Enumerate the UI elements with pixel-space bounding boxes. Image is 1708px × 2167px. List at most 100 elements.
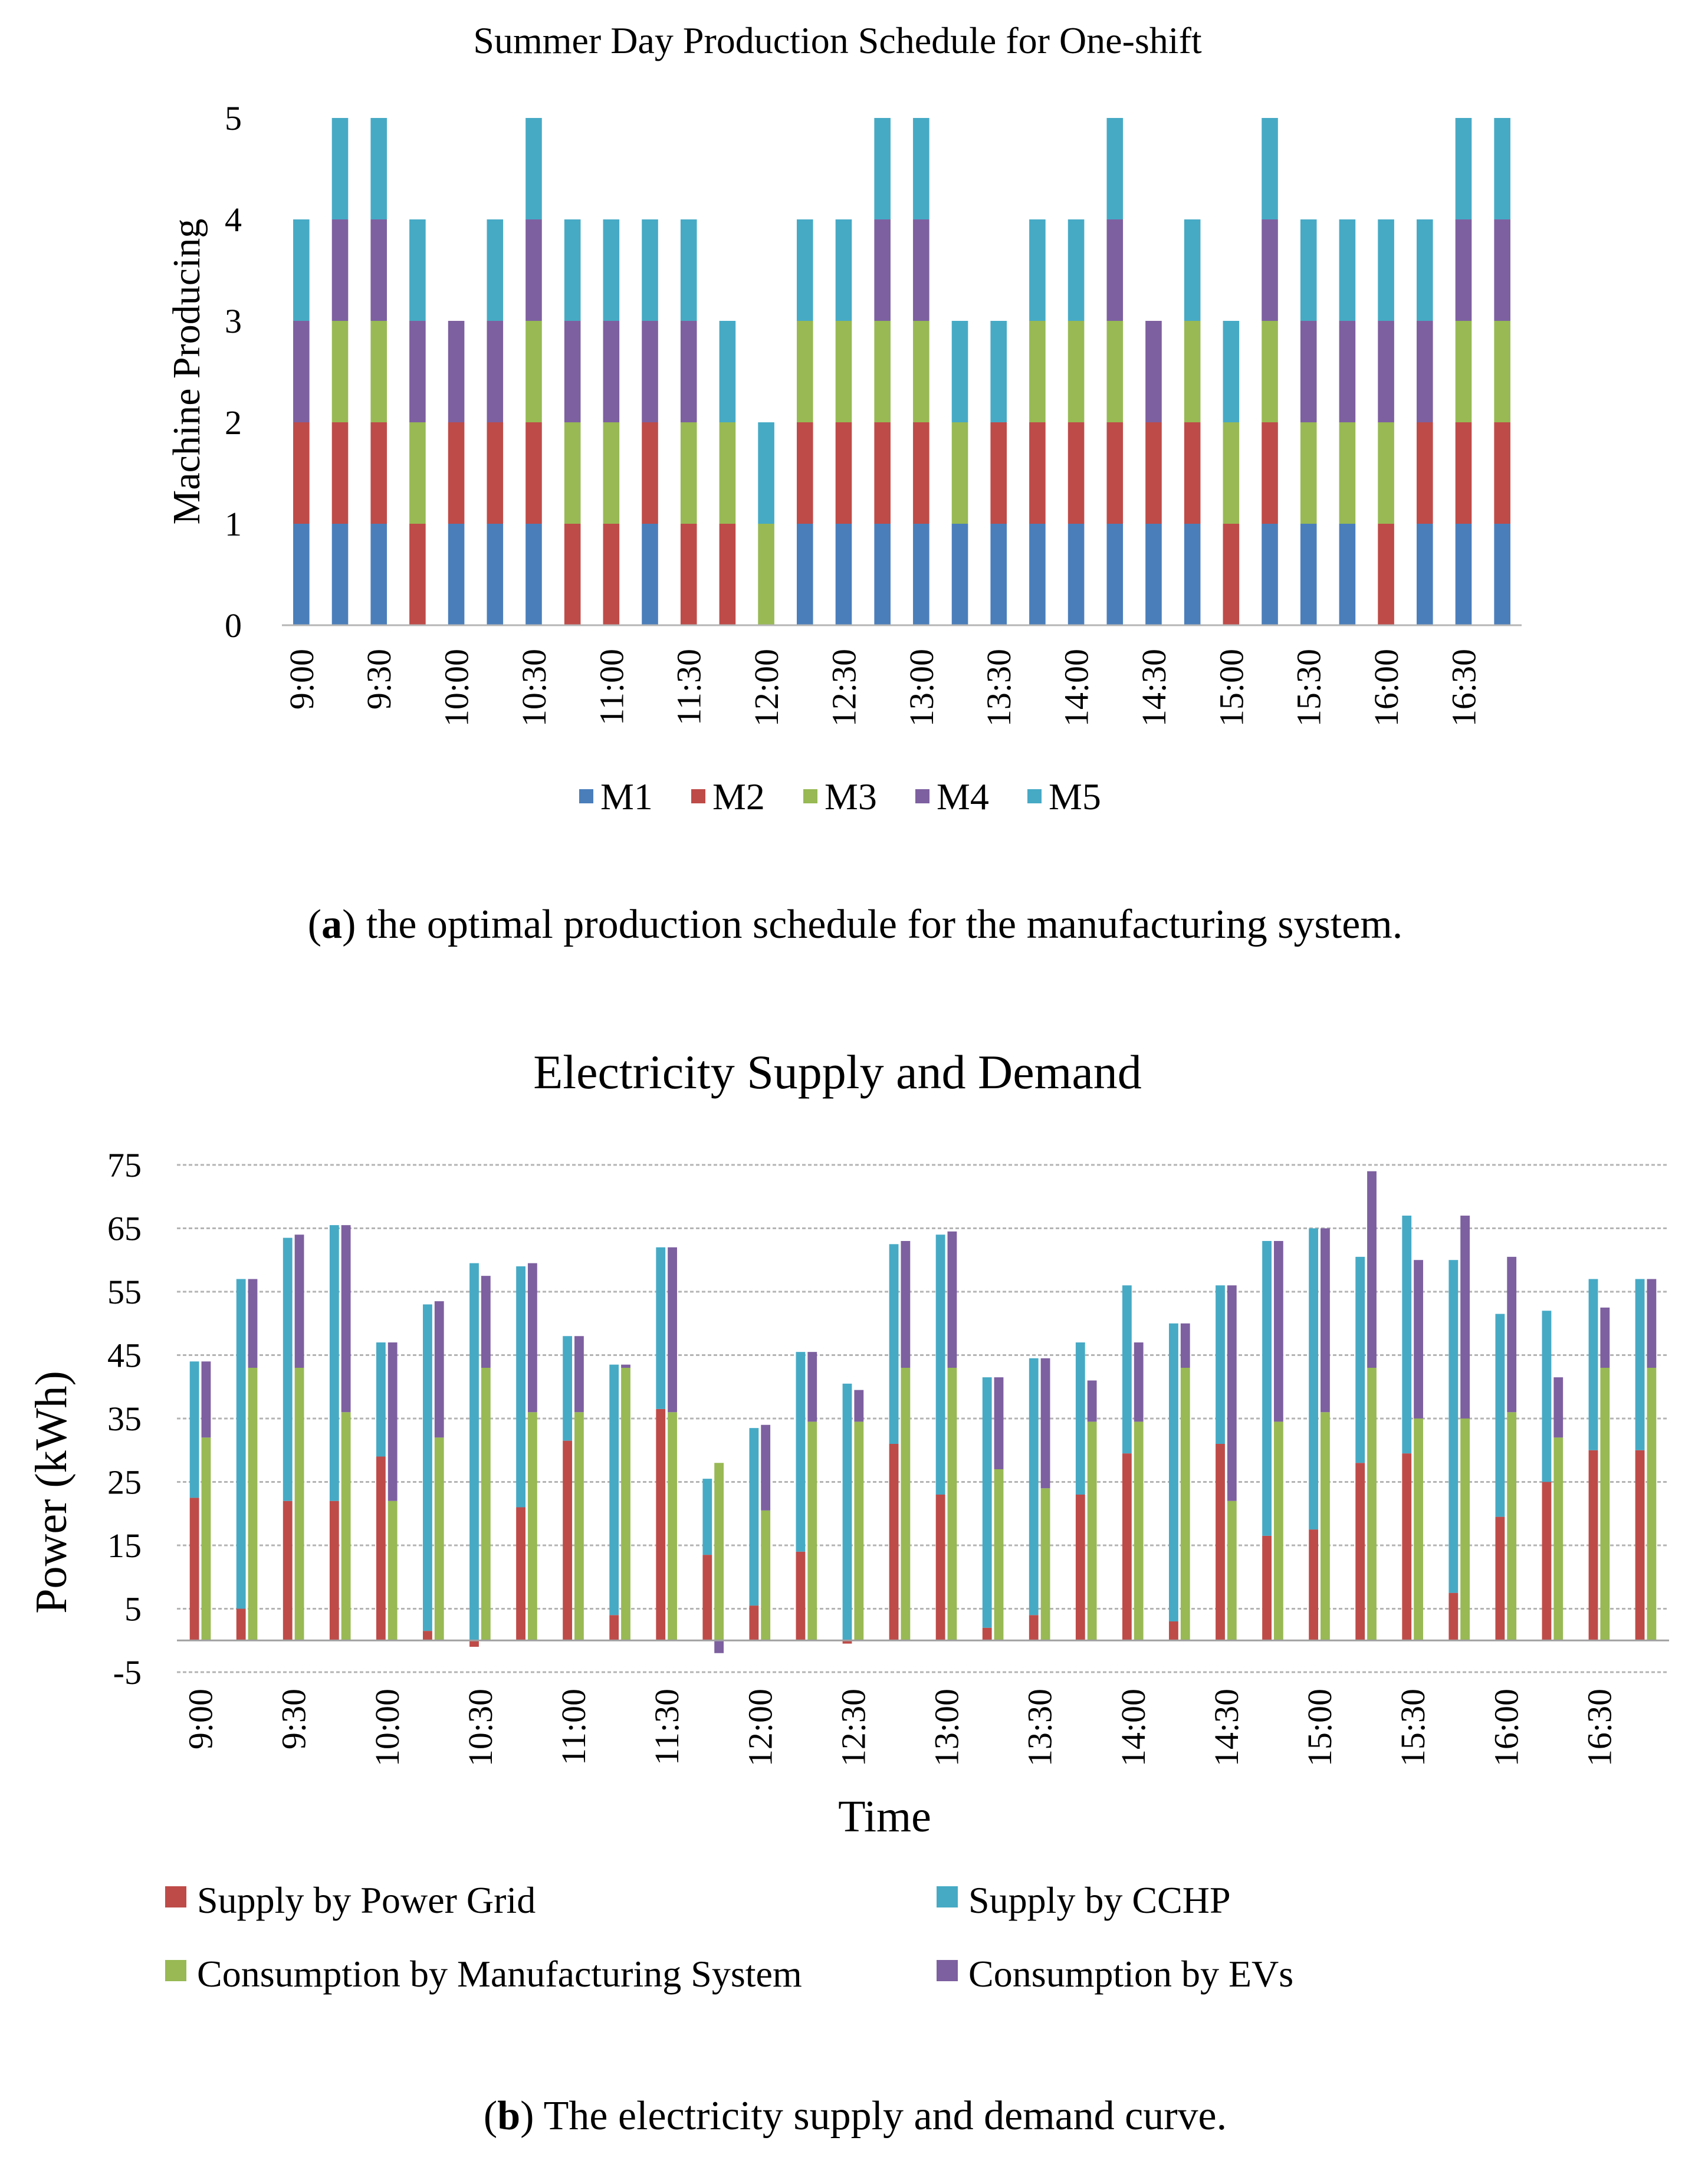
chart-a-xtick-label: 13:00 (902, 649, 941, 727)
bar-segment-supply-by-power-grid (189, 1498, 199, 1641)
bar-segment-m3 (913, 321, 929, 422)
bar-segment-supply-by-cchp (1309, 1228, 1319, 1530)
bar-segment-m2 (1378, 524, 1394, 625)
bar-segment-supply-by-cchp (1216, 1285, 1225, 1444)
bar-segment-consumption-by-evs (1647, 1279, 1657, 1368)
bar-segment-supply-by-power-grid (516, 1507, 525, 1641)
bar-segment-m5 (758, 422, 774, 524)
bar-segment-m1 (1184, 524, 1201, 625)
bar-segment-supply-by-power-grid (1402, 1453, 1412, 1641)
caption-a-label: a (321, 902, 342, 947)
bar-segment-m5 (835, 219, 852, 321)
chart-b-ytick-label: -5 (113, 1653, 142, 1692)
bar-segment-m2 (603, 524, 620, 625)
bar-segment-supply-by-cchp (1448, 1260, 1459, 1593)
bar-segment-m2 (680, 524, 697, 625)
bar-segment-m4 (1145, 321, 1162, 422)
bar-segment-supply-by-cchp (889, 1244, 899, 1444)
chart-b-xtick-label: 15:00 (1300, 1689, 1339, 1767)
chart-a-ytick-label: 0 (225, 606, 242, 645)
bar-segment-supply-by-power-grid (982, 1627, 992, 1641)
bar-segment-consumption-by-evs (1087, 1380, 1097, 1422)
chart-b-xtick-label: 13:00 (928, 1689, 966, 1767)
chart-a-xtick-label: 14:00 (1057, 649, 1096, 727)
bar-segment-m1 (796, 524, 813, 625)
bar-segment-m2 (913, 422, 929, 524)
bar-segment-m4 (1416, 321, 1433, 422)
bar-segment-supply-by-cchp (1495, 1314, 1505, 1517)
chart-a-xtick-label: 13:30 (980, 649, 1018, 727)
bar-segment-m3 (1378, 422, 1394, 524)
bar-segment-m3 (951, 422, 968, 524)
chart-a-xtick-label: 11:30 (670, 649, 708, 725)
chart-b-gridlines (177, 1164, 1669, 1673)
bar-segment-consumption-by-manufacturing-system (668, 1412, 677, 1641)
caption-a-text: ) the optimal production schedule for th… (342, 902, 1402, 947)
bar-segment-m2 (564, 524, 581, 625)
bar-segment-m5 (1300, 219, 1317, 321)
legend-label-m3: M3 (825, 776, 877, 817)
bar-segment-m4 (1300, 321, 1317, 422)
bar-segment-m4 (1378, 321, 1394, 422)
chart-b-xtick-label: 15:30 (1394, 1689, 1432, 1767)
bar-segment-supply-by-power-grid (329, 1501, 339, 1641)
chart-b-yticks: -5 5 15 25 35 45 55 65 75 (107, 1146, 142, 1692)
bar-segment-m2 (525, 422, 542, 524)
legend-swatch-m4 (915, 789, 929, 803)
bar-segment-supply-by-cchp (1122, 1285, 1132, 1454)
bar-segment-m1 (1494, 524, 1510, 625)
bar-segment-supply-by-cchp (1262, 1241, 1272, 1536)
bar-segment-consumption-by-evs (621, 1364, 630, 1368)
chart-b-xtick-label: 12:30 (834, 1689, 872, 1767)
chart-a-xtick-label: 12:30 (825, 649, 863, 727)
bar-segment-consumption-by-manufacturing-system (434, 1437, 444, 1641)
chart-b-title: Electricity Supply and Demand (533, 1045, 1142, 1099)
chart-b-xtick-label: 11:00 (554, 1689, 593, 1765)
bar-segment-consumption-by-manufacturing-system (387, 1501, 398, 1641)
bar-segment-supply-by-power-grid (236, 1608, 246, 1641)
bar-segment-consumption-by-evs (527, 1263, 537, 1413)
caption-b-text: ) The electricity supply and demand curv… (520, 2093, 1227, 2139)
bar-segment-supply-by-power-grid (656, 1408, 666, 1641)
bar-segment-consumption-by-evs (434, 1301, 444, 1438)
bar-segment-supply-by-cchp (1355, 1256, 1365, 1463)
bar-segment-consumption-by-evs (248, 1279, 258, 1368)
bar-segment-m3 (1106, 321, 1124, 422)
bar-segment-consumption-by-evs (1460, 1216, 1470, 1419)
bar-segment-consumption-by-manufacturing-system (854, 1421, 864, 1641)
chart-a-legend: M1 M2 M3 M4 M5 (579, 776, 1101, 817)
chart-a-ylabel: Machine Producing (165, 219, 208, 525)
bar-segment-m2 (642, 422, 658, 524)
chart-b-ytick-label: 75 (107, 1146, 142, 1184)
bar-segment-m1 (1145, 524, 1162, 625)
bar-segment-m5 (1339, 219, 1356, 321)
bar-segment-m5 (1494, 118, 1510, 219)
bar-segment-m3 (1339, 422, 1356, 524)
bar-segment-m5 (642, 219, 658, 321)
chart-a-xticks: 9:00 9:30 10:00 10:30 11:00 11:30 12:00 12:30 13… (283, 649, 1483, 727)
chart-a-xtick-label: 10:00 (438, 649, 476, 727)
bar-segment-consumption-by-evs (1507, 1256, 1517, 1413)
legend-swatch-m1 (579, 789, 593, 803)
chart-a-xtick-label: 10:30 (515, 649, 553, 727)
bar-segment-m2 (1416, 422, 1433, 524)
bar-segment-m4 (370, 219, 387, 321)
bar-segment-m5 (487, 219, 504, 321)
bar-segment-m4 (1455, 219, 1472, 321)
legend-label-supply-by-cchp: Supply by CCHP (968, 1879, 1231, 1921)
bar-segment-consumption-by-evs (668, 1247, 677, 1413)
chart-a: Summer Day Production Schedule for One-s… (165, 19, 1522, 817)
bar-segment-supply-by-power-grid (889, 1444, 899, 1641)
bar-segment-consumption-by-manufacturing-system (807, 1421, 817, 1641)
bar-segment-supply-by-power-grid (376, 1456, 386, 1641)
bar-segment-m2 (1029, 422, 1046, 524)
chart-b-ytick-label: 15 (107, 1526, 142, 1565)
bar-segment-supply-by-cchp (516, 1266, 525, 1508)
bar-segment-m5 (1455, 118, 1472, 219)
bar-segment-m4 (680, 321, 697, 422)
bar-segment-m2 (990, 422, 1007, 524)
bar-segment-supply-by-cchp (1588, 1279, 1598, 1450)
bar-segment-m3 (1300, 422, 1317, 524)
bar-segment-m3 (1494, 321, 1510, 422)
bar-segment-m2 (487, 422, 504, 524)
